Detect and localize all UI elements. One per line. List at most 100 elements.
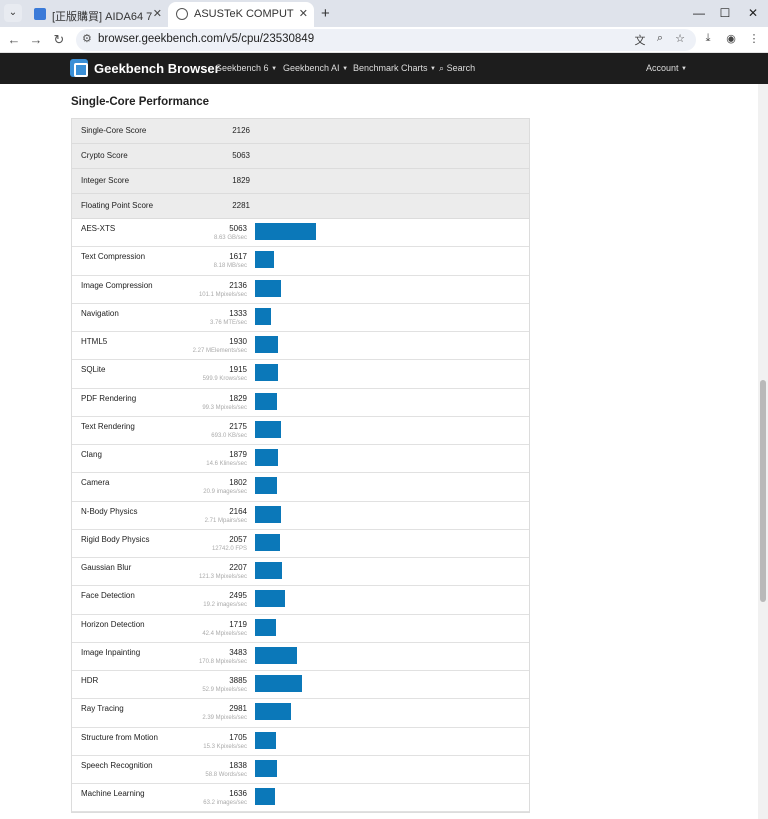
forward-icon[interactable]: → xyxy=(29,32,43,47)
workload-bar xyxy=(255,364,278,382)
workload-throughput: 19.2 images/sec xyxy=(203,602,247,609)
caret-down-icon: ▼ xyxy=(271,66,278,72)
download-icon[interactable]: ⤓ xyxy=(705,32,711,44)
workload-label: Face Detection xyxy=(81,591,135,601)
workload-row: PDF Rendering 1829 99.3 Mpixels/sec xyxy=(72,388,529,417)
menu-geekbench-6[interactable]: Geekbench 6 ▼ xyxy=(215,63,277,73)
maximize-icon[interactable]: ☐ xyxy=(719,6,731,20)
summary-row: Crypto Score 5063 xyxy=(72,144,529,169)
workload-score: 1719 xyxy=(229,619,247,629)
workload-score: 1333 xyxy=(229,308,247,318)
menu-geekbench-ai[interactable]: Geekbench AI ▼ xyxy=(283,63,348,73)
zoom-icon[interactable]: ⌕ xyxy=(656,32,664,44)
workload-throughput: 42.4 Mpixels/sec xyxy=(202,630,247,637)
workload-throughput: 121.3 Mpixels/sec xyxy=(198,574,247,580)
workload-row: Clang 1879 14.6 Klines/sec xyxy=(72,445,529,474)
menu-account[interactable]: Account ▼ xyxy=(646,63,687,73)
close-icon[interactable]: ✕ xyxy=(152,8,162,20)
menu-label: Benchmark Charts xyxy=(353,63,428,73)
workload-row: HTML5 1930 2.27 MElements/sec xyxy=(72,332,529,361)
url-text[interactable]: browser.geekbench.com/v5/cpu/23530849 xyxy=(98,33,315,45)
workload-throughput: 2.71 Mpairs/sec xyxy=(204,517,247,524)
workload-bar xyxy=(255,731,276,749)
geekbench-navbar: Geekbench Browser Geekbench 6 ▼ Geekbenc… xyxy=(0,53,768,84)
tab-geekbench[interactable]: ASUSTeK COMPUTER INC. NU... ✕ xyxy=(168,2,314,27)
workload-throughput: 101.1 Mpixels/sec xyxy=(198,291,247,298)
workload-label: Text Rendering xyxy=(81,421,135,431)
scroll-thumb[interactable] xyxy=(760,380,766,602)
workload-score: 2495 xyxy=(229,591,247,601)
tab-title: ASUSTeK COMPUTER INC. NU... xyxy=(194,8,294,20)
workload-bar xyxy=(255,590,285,608)
search-link[interactable]: ⌕ Search xyxy=(439,63,475,74)
workload-row: HDR 3885 52.9 Mpixels/sec xyxy=(72,671,529,700)
summary-row: Floating Point Score 2281 xyxy=(72,194,529,219)
back-icon[interactable]: ← xyxy=(7,32,21,47)
section-title: Single-Core Performance xyxy=(71,96,210,108)
brand-name[interactable]: Geekbench Browser xyxy=(94,61,220,76)
workload-row: Machine Learning 1636 63.2 images/sec xyxy=(72,784,529,813)
workload-row: Gaussian Blur 2207 121.3 Mpixels/sec xyxy=(72,558,529,587)
address-bar[interactable]: ⚙ browser.geekbench.com/v5/cpu/23530849 … xyxy=(76,29,696,51)
workload-label: Speech Recognition xyxy=(81,760,153,770)
search-icon: ⌕ xyxy=(439,63,445,73)
summary-value: 1829 xyxy=(232,176,250,185)
workload-throughput: 99.3 Mpixels/sec xyxy=(202,404,247,411)
workload-row: Horizon Detection 1719 42.4 Mpixels/sec xyxy=(72,614,529,643)
workload-bar xyxy=(255,618,276,636)
workload-bar xyxy=(255,562,282,579)
workload-row: Speech Recognition 1838 58.8 Words/sec xyxy=(72,755,529,784)
workload-label: Clang xyxy=(81,450,102,459)
favicon-icon xyxy=(34,8,46,20)
workload-throughput: 8.63 GB/sec xyxy=(213,235,247,241)
workload-bar xyxy=(255,788,275,805)
workload-score: 1636 xyxy=(229,789,247,798)
workload-score: 2136 xyxy=(229,280,247,290)
menu-benchmark-charts[interactable]: Benchmark Charts ▼ xyxy=(353,63,436,73)
summary-label: Floating Point Score xyxy=(81,201,154,210)
workload-throughput: 8.18 MB/sec xyxy=(213,263,247,270)
geekbench-logo-icon[interactable] xyxy=(70,59,88,77)
tab-search-icon[interactable]: ⌄ xyxy=(4,4,22,22)
workload-score: 2057 xyxy=(229,534,247,544)
workload-label: AES-XTS xyxy=(81,224,116,233)
workload-bar xyxy=(255,420,281,438)
workload-score: 2175 xyxy=(229,421,247,431)
workload-throughput: 20.9 images/sec xyxy=(203,489,247,496)
close-window-icon[interactable]: ✕ xyxy=(747,6,759,20)
summary-row: Integer Score 1829 xyxy=(72,169,529,194)
browser-toolbar: ← → ↻ ⚙ browser.geekbench.com/v5/cpu/235… xyxy=(0,27,768,53)
workload-rows: AES-XTS 5063 8.63 GB/sec Text Compression 16… xyxy=(72,219,529,813)
workload-score: 3483 xyxy=(229,647,247,657)
star-icon[interactable]: ☆ xyxy=(675,33,685,45)
translate-icon[interactable]: 文 xyxy=(634,35,646,47)
close-icon[interactable]: ✕ xyxy=(298,8,308,20)
workload-score: 1829 xyxy=(229,393,247,403)
workload-throughput: 12742.0 FPS xyxy=(211,545,247,552)
workload-bar xyxy=(255,336,278,353)
workload-row: Text Compression 1617 8.18 MB/sec xyxy=(72,247,529,276)
site-info-icon[interactable]: ⚙ xyxy=(82,33,92,45)
menu-icon[interactable]: ⋮ xyxy=(748,33,760,45)
workload-label: Machine Learning xyxy=(81,789,145,798)
reload-icon[interactable]: ↻ xyxy=(53,32,65,47)
workload-label: Camera xyxy=(81,478,110,488)
workload-label: HDR xyxy=(81,676,99,685)
workload-throughput: 2.39 Mpixels/sec xyxy=(202,715,247,722)
workload-bar xyxy=(255,223,316,240)
scrollbar[interactable] xyxy=(758,84,768,819)
new-tab-icon[interactable]: + xyxy=(321,5,330,22)
workload-bar xyxy=(255,759,277,777)
workload-label: Image Compression xyxy=(81,280,153,290)
workload-throughput: 170.8 Mpixels/sec xyxy=(198,658,247,665)
workload-score: 1705 xyxy=(229,732,247,742)
profile-icon[interactable]: ◉ xyxy=(726,33,736,45)
workload-throughput: 2.27 MElements/sec xyxy=(192,348,247,354)
minimize-icon[interactable]: — xyxy=(693,6,705,20)
menu-label: Geekbench 6 xyxy=(215,63,269,73)
summary-rows: Single-Core Score 2126 Crypto Score 5063 Int… xyxy=(72,119,529,219)
workload-row: AES-XTS 5063 8.63 GB/sec xyxy=(72,219,529,248)
tab-aida64[interactable]: [正版購買] AIDA64 7.65.7400 ... ✕ xyxy=(26,2,168,27)
summary-value: 5063 xyxy=(232,151,250,160)
workload-bar xyxy=(255,477,277,495)
